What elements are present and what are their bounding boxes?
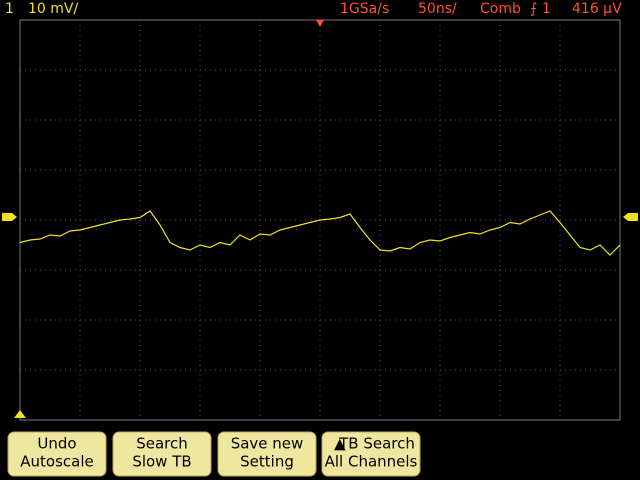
trigger-level-marker bbox=[623, 213, 638, 221]
softkey-label: Slow TB bbox=[132, 453, 191, 471]
softkey-label: Undo bbox=[37, 435, 76, 453]
trigger-level: 416 µV bbox=[572, 1, 622, 17]
sample-rate: 1GSa/s bbox=[340, 1, 389, 17]
timebase: 50ns/ bbox=[418, 1, 457, 17]
channel-number: 1 bbox=[5, 1, 14, 17]
bottom-marker bbox=[14, 410, 26, 418]
softkey-face[interactable] bbox=[7, 431, 107, 477]
softkey-label: Setting bbox=[240, 453, 294, 471]
softkey-label: All Channels bbox=[325, 453, 418, 471]
softkey-face[interactable] bbox=[321, 431, 421, 477]
softkey-icon: ▲ bbox=[334, 435, 346, 453]
vertical-scale: 10 mV/ bbox=[28, 1, 78, 17]
softkey-label: Search bbox=[136, 435, 188, 453]
softkey[interactable]: TB Search▲All Channels bbox=[321, 431, 421, 477]
softkey-label: TB Search bbox=[338, 435, 415, 453]
trigger-edge: ⨍ bbox=[530, 1, 537, 17]
softkey-label: Save new bbox=[231, 435, 304, 453]
softkey-label: Autoscale bbox=[20, 453, 93, 471]
softkey-face[interactable] bbox=[112, 431, 212, 477]
trigger-position-marker bbox=[316, 20, 324, 27]
trigger-source: 1 bbox=[542, 1, 551, 17]
softkey-face[interactable] bbox=[217, 431, 317, 477]
waveform bbox=[19, 210, 621, 256]
channel-ground-marker bbox=[2, 213, 17, 221]
trigger-mode: Comb bbox=[480, 1, 521, 17]
